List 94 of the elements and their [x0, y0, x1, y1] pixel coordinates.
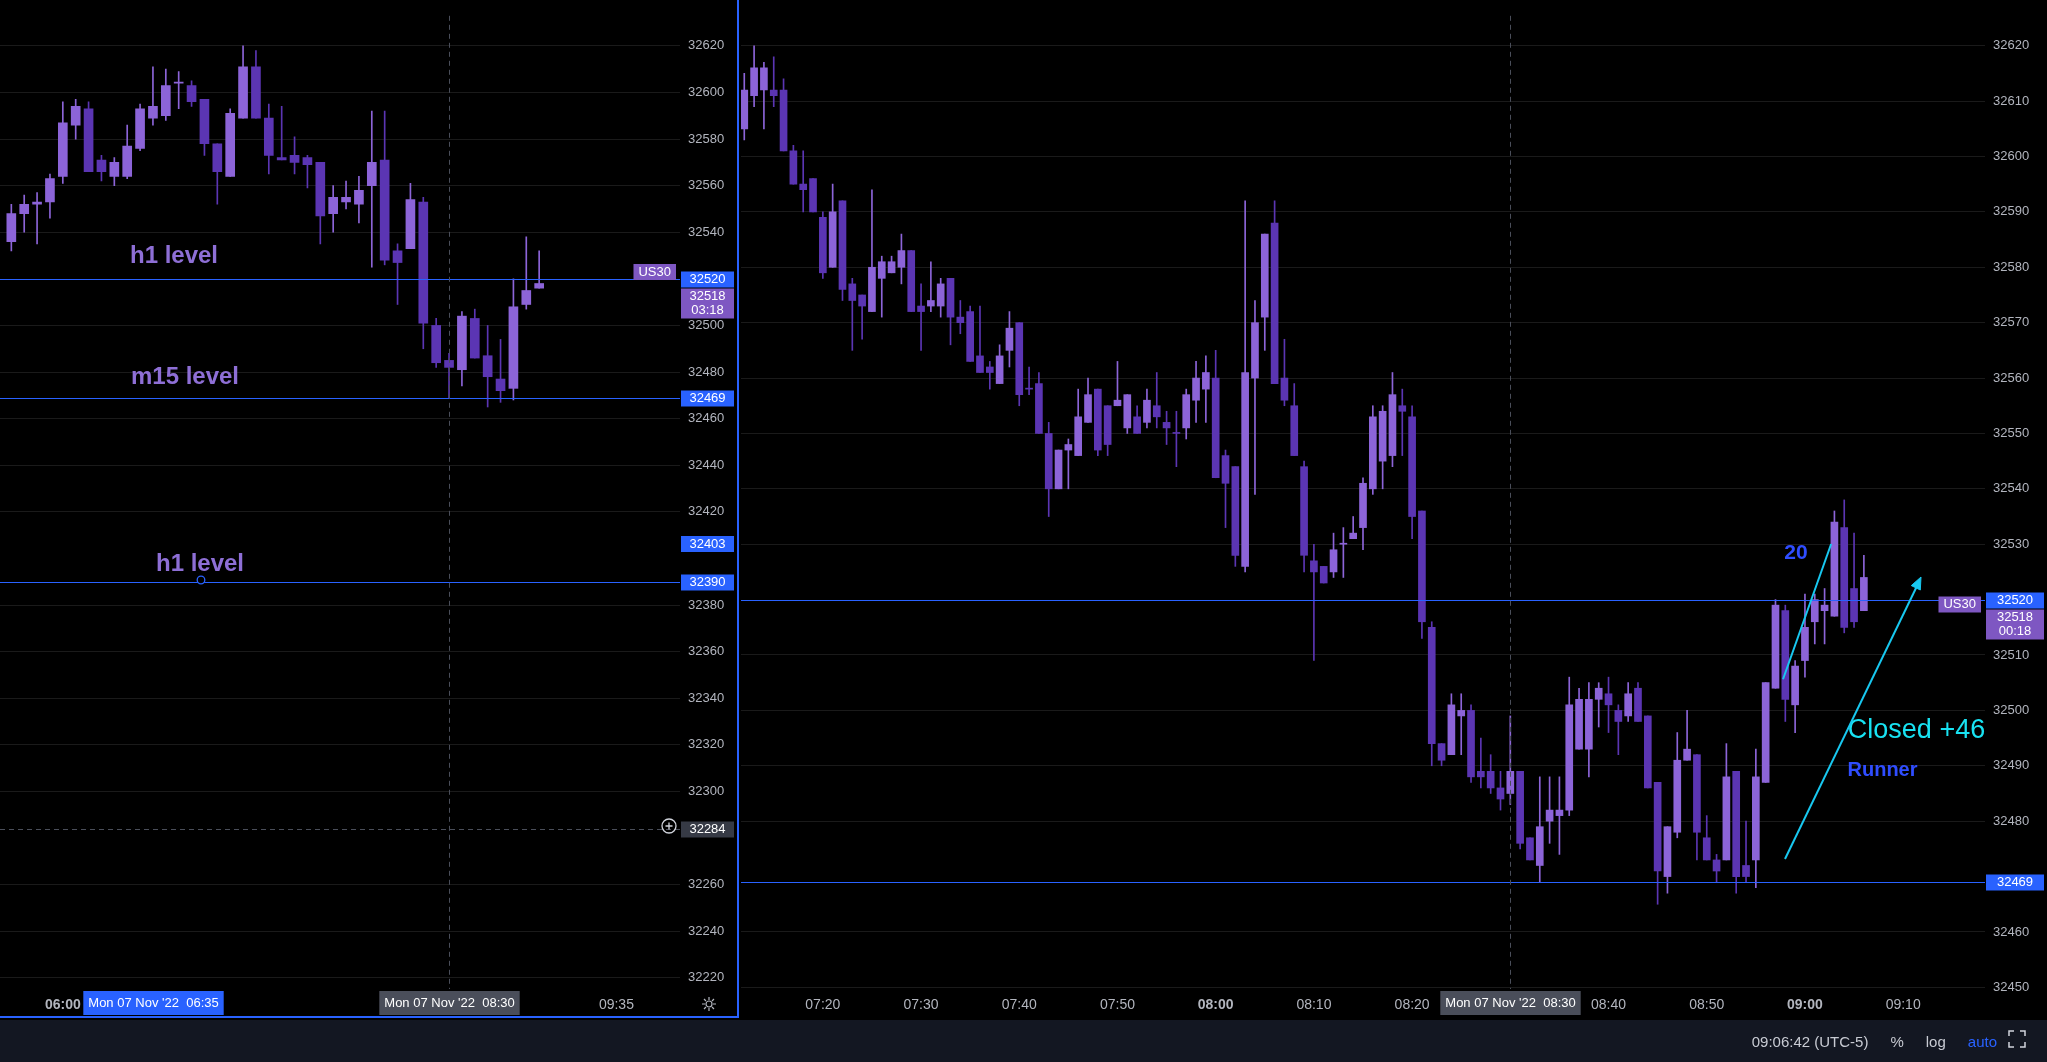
candlestick [534, 250, 544, 289]
candlestick [769, 56, 778, 107]
candlestick [366, 110, 377, 268]
y-tick-label: 32600 [688, 84, 725, 100]
y-tick-label: 32580 [1993, 258, 2030, 274]
candlestick [521, 236, 532, 310]
text: Mon 07 Nov '22 06:35 [88, 994, 219, 1010]
annotation: Closed +46 [1847, 714, 1986, 745]
candlestick [858, 294, 866, 340]
text: 32403 [689, 535, 726, 551]
candlestick [985, 361, 994, 390]
annotation: 20 [1784, 540, 1808, 564]
annotation: US30 [638, 263, 672, 279]
candlestick [927, 261, 935, 312]
text: 32518 03:18 [689, 288, 726, 318]
y-tick-label: 32440 [688, 456, 725, 472]
y-tick-label: 32220 [688, 969, 725, 985]
y-tick-label: 32460 [1993, 923, 2030, 939]
y-tick-label: 32570 [1993, 314, 2030, 330]
x-tick-label: 06:00 [44, 996, 81, 1013]
x-tick-label: 08:20 [1394, 996, 1430, 1013]
ref-line-label: 32520 [1996, 592, 2034, 608]
y-tick-label: 32600 [1993, 148, 2030, 164]
y-tick-label: 32610 [1993, 92, 2030, 108]
y-tick-label: 32590 [1993, 203, 2030, 219]
candlestick [1683, 710, 1691, 761]
candlestick [848, 278, 857, 351]
text: 09:06:42 (UTC-5) [1751, 1032, 1869, 1050]
y-tick-label: 32540 [1993, 480, 2030, 496]
candlestick [1742, 820, 1750, 883]
y-tick-label: 32620 [688, 37, 725, 53]
y-tick-label: 32260 [688, 876, 725, 892]
candlestick [148, 66, 158, 126]
ref-line-label: 32469 [1996, 874, 2034, 890]
y-tick-label: 32500 [688, 317, 725, 333]
x-tick-label: 08:40 [1591, 996, 1627, 1013]
y-tick-label: 32460 [688, 410, 725, 426]
y-tick-label: 32540 [688, 223, 725, 239]
y-tick-label: 32580 [688, 130, 725, 146]
ref-line-label: Mon 07 Nov '22 08:30 [384, 994, 515, 1010]
x-tick-label: 08:00 [1197, 996, 1234, 1013]
y-tick-label: 32620 [1993, 37, 2030, 53]
y-tick-label: 32450 [1993, 978, 2030, 994]
annotation: m15 level [130, 361, 240, 389]
y-tick-label: 32380 [688, 596, 725, 612]
y-tick-label: 32420 [688, 503, 725, 519]
ref-line-label: 32469 [689, 390, 726, 406]
x-tick-label: 09:10 [1885, 996, 1921, 1013]
y-tick-label: 32510 [1993, 646, 2030, 662]
candlestick [341, 180, 351, 210]
y-tick-label: 32560 [1993, 369, 2030, 385]
y-tick-label: 32530 [1993, 535, 2030, 551]
annotation: US30 [1943, 596, 1977, 612]
text: 32518 00:18 [1996, 609, 2034, 639]
y-tick-label: 32340 [688, 689, 725, 705]
y-tick-label: 32320 [688, 736, 725, 752]
candlestick [799, 150, 808, 213]
ref-line-label: 32520 [689, 271, 726, 287]
x-tick-label: 09:35 [598, 996, 635, 1013]
y-tick-label: 32550 [1993, 425, 2030, 441]
y-tick-label: 32480 [688, 363, 725, 379]
x-tick-label: 07:50 [1099, 996, 1136, 1013]
ref-line-label: Mon 07 Nov '22 08:30 [1445, 994, 1576, 1010]
y-tick-label: 32500 [1993, 701, 2030, 717]
y-tick-label: 32300 [688, 783, 725, 798]
candlestick [32, 192, 42, 245]
x-tick-label: 08:50 [1689, 996, 1725, 1013]
ref-line-label: 32284 [689, 821, 726, 837]
y-tick-label: 32490 [1993, 757, 2030, 773]
candlestick [1457, 693, 1466, 756]
candlestick [1477, 737, 1485, 789]
candlestick [1310, 543, 1318, 661]
candlestick [976, 305, 984, 373]
text: auto [1967, 1032, 1997, 1050]
x-tick-label: 07:30 [903, 996, 939, 1013]
candlestick [1398, 388, 1407, 456]
y-tick-label: 32240 [688, 922, 725, 938]
y-tick-label: 32560 [688, 177, 725, 193]
annotation: Runner [1847, 757, 1918, 780]
x-tick-label: 08:10 [1296, 996, 1332, 1013]
candlestick [1152, 372, 1161, 429]
x-tick-label: 07:40 [1001, 996, 1037, 1013]
y-tick-label: 32480 [1993, 812, 2030, 828]
x-tick-label: 07:20 [805, 996, 841, 1013]
annotation: h1 level [155, 548, 245, 576]
candlestick [917, 283, 925, 351]
y-tick-label: 32360 [688, 643, 725, 659]
x-tick-label: 09:00 [1787, 996, 1824, 1013]
text: % [1890, 1032, 1904, 1050]
annotation: h1 level [129, 240, 219, 268]
candlestick [276, 106, 287, 161]
text: log [1925, 1032, 1946, 1050]
candlestick [1202, 355, 1210, 423]
ref-line-label: 32390 [689, 574, 726, 590]
